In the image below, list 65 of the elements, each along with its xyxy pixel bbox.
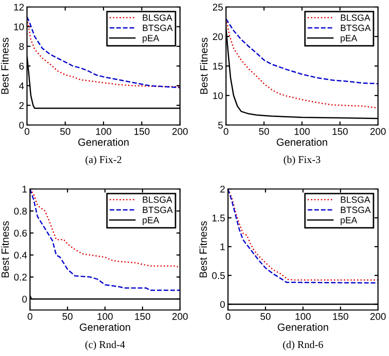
x-tick-label: 0	[226, 313, 230, 320]
y-axis-title: Best Fitness	[200, 38, 208, 94]
y-tick-label: 0.6	[14, 230, 27, 237]
y-tick-label: 10	[14, 23, 24, 30]
y-tick-label: 20	[212, 33, 223, 40]
legend-label: BTSGA	[142, 206, 173, 214]
x-tick-label: 0	[28, 313, 32, 320]
x-axis-title: Generation	[78, 138, 129, 146]
y-tick-label: 0.2	[14, 274, 27, 281]
x-axis-title: Generation	[276, 138, 328, 146]
legend-label: BTSGA	[142, 24, 173, 32]
x-tick-label: 100	[296, 313, 311, 320]
y-tick-label: 1	[22, 186, 27, 193]
y-tick-label: 0	[220, 300, 225, 308]
legend-label: BTSGA	[340, 206, 371, 214]
x-tick-label: 50	[60, 128, 70, 135]
legend-label: BLSGA	[340, 14, 370, 21]
x-tick-label: 200	[370, 128, 386, 135]
y-axis-title: Best Fitness	[199, 221, 207, 278]
y-tick-label: 0.4	[14, 252, 27, 259]
legend-label: pEA	[340, 34, 358, 44]
y-axis-title: Best Fitness	[1, 221, 9, 278]
text: (a) Fix-2	[86, 156, 122, 166]
legend-label: BTSGA	[340, 24, 371, 32]
text: (b) Fix-3	[284, 156, 320, 166]
y-tick-label: 1	[220, 243, 225, 250]
x-tick-label: 200	[172, 128, 188, 135]
y-tick-label: 1.5	[212, 214, 225, 222]
y-tick-label: 8	[19, 43, 24, 50]
legend-label: pEA	[340, 216, 358, 226]
text: (d) Rnd-6	[283, 340, 324, 350]
y-tick-label: 2	[220, 186, 225, 193]
x-tick-label: 100	[96, 128, 112, 135]
x-tick-label: 50	[260, 313, 271, 320]
y-axis-title: Best Fitness	[0, 38, 9, 94]
y-tick-label: 6	[19, 62, 24, 70]
y-tick-label: 10	[213, 92, 223, 100]
x-tick-label: 150	[332, 128, 348, 135]
y-tick-label: 12	[14, 4, 24, 11]
y-tick-label: 15	[213, 62, 223, 70]
legend-label: pEA	[142, 216, 160, 226]
y-tick-label: 5	[218, 122, 223, 129]
y-tick-label: 0.5	[212, 272, 225, 280]
x-tick-label: 200	[370, 313, 386, 320]
x-axis-title: Generation	[278, 323, 328, 331]
legend-label: BLSGA	[340, 196, 370, 203]
x-tick-label: 50	[258, 128, 270, 135]
text: (c) Rnd-4	[85, 340, 125, 350]
x-tick-label: 150	[135, 313, 150, 320]
legend-label: pEA	[142, 34, 160, 44]
x-axis-title: Generation	[80, 323, 130, 331]
x-tick-label: 100	[98, 313, 113, 320]
legend-label: BLSGA	[142, 14, 172, 21]
y-tick-label: 25	[212, 4, 223, 11]
y-tick-label: 0	[19, 122, 24, 129]
x-tick-label: 100	[294, 128, 310, 135]
y-tick-label: 2	[19, 102, 24, 109]
x-tick-label: 50	[62, 313, 73, 320]
y-tick-label: 0.8	[14, 208, 27, 215]
y-tick-label: 4	[19, 82, 24, 90]
x-tick-label: 200	[172, 313, 188, 320]
x-tick-label: 150	[134, 128, 150, 135]
y-tick-label: 0	[22, 296, 27, 303]
legend-label: BLSGA	[142, 196, 172, 203]
x-tick-label: 150	[333, 313, 348, 320]
